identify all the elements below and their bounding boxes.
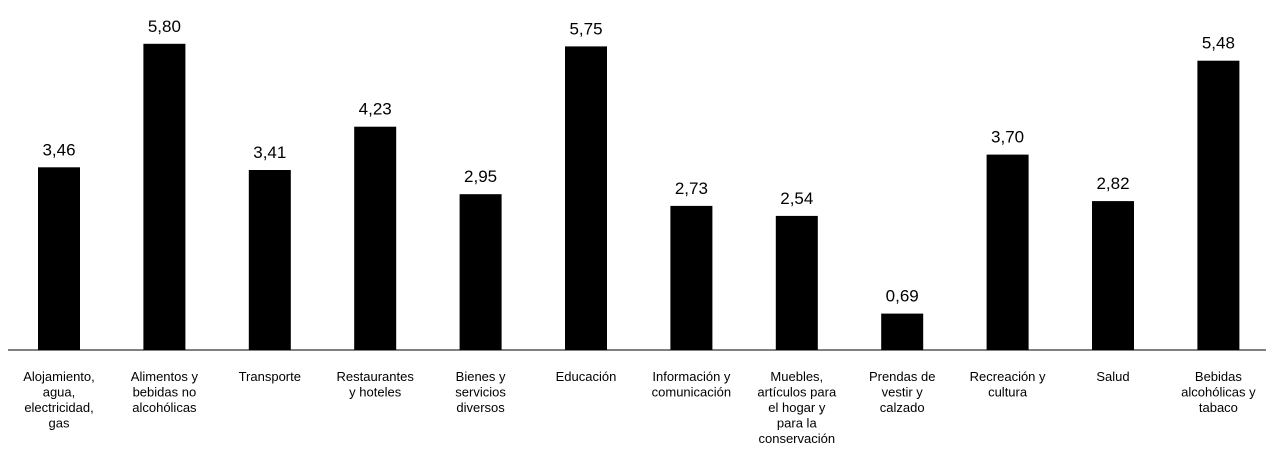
category-label-line: diversos <box>456 400 505 415</box>
category-label-line: agua, <box>43 385 76 400</box>
category-label-line: Alojamiento, <box>23 369 95 384</box>
category-label: Alojamiento, agua, electricidad, gas <box>23 369 95 431</box>
category-label-line: Salud <box>1096 369 1129 384</box>
category-label-line: Muebles, <box>770 369 823 384</box>
category-label-line: servicios <box>455 385 506 400</box>
category-label-line: bebidas no <box>133 385 197 400</box>
bar-value-label: 3,46 <box>42 140 75 159</box>
category-label-line: Transporte <box>239 369 301 384</box>
category-label: Bienes y servicios diversos <box>455 369 506 415</box>
category-label: Bebidas alcohólicas y tabaco <box>1181 369 1256 415</box>
category-label-line: el hogar y <box>768 400 826 415</box>
category-label-line: electricidad, <box>24 400 93 415</box>
bar <box>775 215 818 350</box>
bars-group <box>38 43 1240 351</box>
category-label-line: para la <box>777 416 818 431</box>
category-label-line: Prendas de <box>869 369 936 384</box>
bar <box>881 313 924 350</box>
category-label: Educación <box>556 369 617 384</box>
bar-value-label: 3,70 <box>991 128 1024 147</box>
category-label-line: Información y <box>652 369 731 384</box>
bar-value-label: 5,75 <box>569 19 602 38</box>
category-label: Muebles, artículos para el hogar y para la c… <box>757 369 837 446</box>
bar <box>986 154 1029 350</box>
category-label-line: vestir y <box>882 385 924 400</box>
category-label-line: Restaurantes <box>337 369 415 384</box>
category-label-line: Educación <box>556 369 617 384</box>
category-label-line: comunicación <box>652 385 732 400</box>
category-label-line: conservación <box>758 431 835 446</box>
category-label-line: tabaco <box>1199 400 1238 415</box>
category-label: Transporte <box>239 369 301 384</box>
bar-value-label: 3,41 <box>253 143 286 162</box>
category-labels-group: Alojamiento, agua, electricidad, gas Aliment… <box>23 369 1256 446</box>
bar-value-label: 5,80 <box>148 17 181 36</box>
bar <box>354 126 397 350</box>
category-label: Restaurantes y hoteles <box>337 369 415 400</box>
bar-value-label: 0,69 <box>886 287 919 306</box>
category-label-line: cultura <box>988 385 1028 400</box>
bar <box>248 170 291 350</box>
bar-value-label: 4,23 <box>359 100 392 119</box>
bar <box>565 46 607 351</box>
category-label-line: Bienes y <box>456 369 506 384</box>
bar-value-label: 2,73 <box>675 179 708 198</box>
bar-value-label: 5,48 <box>1202 34 1235 53</box>
bar <box>670 205 713 350</box>
bar-value-label: 2,95 <box>464 167 497 186</box>
category-label-line: alcohólicas y <box>1181 385 1256 400</box>
category-label: Prendas de vestir y calzado <box>869 369 936 415</box>
bar <box>143 43 186 351</box>
bar <box>38 167 80 350</box>
value-labels-group: 3,46 5,80 3,41 4,23 2,95 5,75 2,73 2,54 0,69 3,70… <box>42 17 1234 306</box>
bar-value-label: 2,54 <box>780 189 813 208</box>
category-label-line: Bebidas <box>1195 369 1242 384</box>
bar-value-label: 2,82 <box>1096 174 1129 193</box>
category-label: Alimentos y bebidas no alcohólicas <box>131 369 199 415</box>
category-label-line: gas <box>49 416 70 431</box>
category-label-line: calzado <box>880 400 925 415</box>
category-label: Información y comunicación <box>652 369 732 400</box>
bar <box>1197 60 1240 350</box>
bar <box>1092 201 1134 350</box>
category-label-line: Alimentos y <box>131 369 199 384</box>
category-label-line: Recreación y <box>970 369 1046 384</box>
bar <box>459 194 502 350</box>
category-label: Recreación y cultura <box>970 369 1046 400</box>
category-label-line: artículos para <box>757 385 837 400</box>
category-label-line: alcohólicas <box>132 400 197 415</box>
category-label: Salud <box>1096 369 1129 384</box>
category-label-line: y hoteles <box>349 385 402 400</box>
